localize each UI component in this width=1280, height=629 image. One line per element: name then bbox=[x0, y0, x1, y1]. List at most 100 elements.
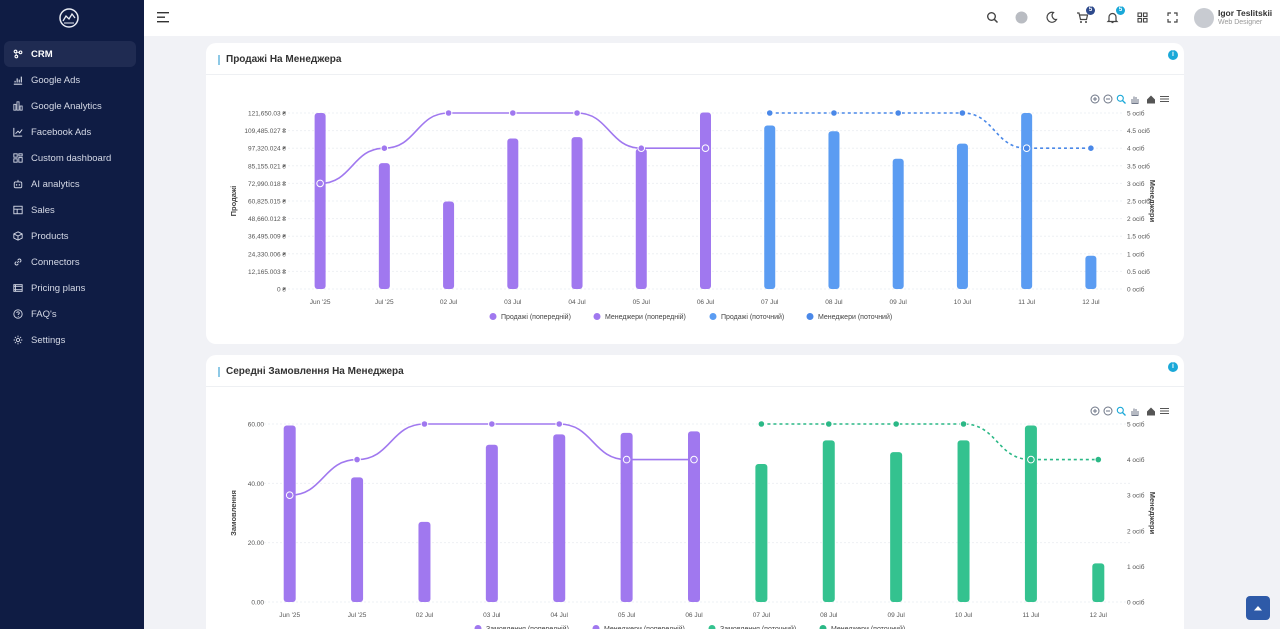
legend-item[interactable]: Замовлення (поточний) bbox=[708, 625, 797, 629]
line-point[interactable] bbox=[420, 420, 429, 428]
sidebar-item-sales[interactable]: Sales bbox=[4, 197, 136, 223]
pan-hand-icon[interactable] bbox=[1129, 91, 1139, 104]
selection-zoom-icon[interactable] bbox=[1116, 91, 1126, 104]
bar[interactable] bbox=[351, 477, 364, 602]
info-icon[interactable]: i bbox=[1168, 50, 1178, 60]
bar[interactable] bbox=[443, 201, 455, 289]
legend-item[interactable]: Менеджери (попередній) bbox=[592, 625, 685, 629]
sidebar-item-facebook-ads[interactable]: Facebook Ads bbox=[4, 119, 136, 145]
line-point[interactable] bbox=[959, 420, 968, 428]
bar[interactable] bbox=[890, 452, 903, 602]
bar[interactable] bbox=[957, 440, 970, 602]
sidebar-item-crm[interactable]: CRM bbox=[4, 41, 136, 67]
search-icon[interactable] bbox=[986, 11, 999, 24]
line-point[interactable] bbox=[757, 420, 766, 428]
bar[interactable] bbox=[553, 434, 566, 602]
line-point[interactable] bbox=[380, 144, 389, 152]
fullscreen-icon[interactable] bbox=[1166, 11, 1179, 24]
line-point[interactable] bbox=[622, 455, 631, 464]
bar[interactable] bbox=[956, 143, 968, 289]
chart-menu-icon[interactable] bbox=[1159, 91, 1169, 103]
line-point[interactable] bbox=[509, 109, 517, 117]
line-point[interactable] bbox=[353, 455, 361, 464]
legend-item[interactable]: Менеджери (поточний) bbox=[819, 625, 906, 629]
bar[interactable] bbox=[822, 440, 835, 602]
user-name[interactable]: Igor Teslitskii bbox=[1218, 8, 1273, 18]
apps-grid-icon[interactable] bbox=[1136, 11, 1149, 24]
line-point[interactable] bbox=[958, 109, 967, 117]
sidebar-item-products[interactable]: Products bbox=[4, 223, 136, 249]
reset-home-icon[interactable] bbox=[1146, 403, 1156, 416]
sidebar-item-ai-analytics[interactable]: AI analytics bbox=[4, 171, 136, 197]
legend-item[interactable]: Продажі (поточний) bbox=[709, 313, 785, 321]
cart-icon[interactable]: 5 bbox=[1076, 6, 1095, 24]
bar[interactable] bbox=[828, 131, 840, 289]
line-point[interactable] bbox=[824, 420, 833, 428]
dark-mode-icon[interactable] bbox=[1045, 11, 1058, 24]
bar[interactable] bbox=[378, 163, 390, 289]
menu-toggle-icon[interactable] bbox=[157, 12, 169, 23]
zoom-out-icon[interactable] bbox=[1103, 403, 1113, 416]
legend-item[interactable]: Замовлення (попередній) bbox=[474, 625, 569, 629]
bar[interactable] bbox=[314, 113, 326, 289]
line-point[interactable] bbox=[444, 109, 453, 117]
bar[interactable] bbox=[1024, 425, 1037, 602]
line-point[interactable] bbox=[573, 109, 581, 117]
bar[interactable] bbox=[755, 464, 768, 602]
notification-bell-icon[interactable]: 5 bbox=[1106, 6, 1125, 24]
y2-tick-label: 5 осіб bbox=[1127, 110, 1145, 118]
scroll-to-top-button[interactable] bbox=[1246, 596, 1270, 620]
bar[interactable] bbox=[507, 138, 519, 289]
line-point[interactable] bbox=[488, 420, 496, 428]
bar[interactable] bbox=[485, 444, 498, 602]
line-point[interactable] bbox=[1027, 455, 1035, 464]
pan-hand-icon[interactable] bbox=[1129, 403, 1139, 416]
sidebar-item-connectors[interactable]: Connectors bbox=[4, 249, 136, 275]
bar[interactable] bbox=[688, 431, 700, 602]
sidebar-item-faq-s[interactable]: FAQ's bbox=[4, 301, 136, 327]
info-icon[interactable]: i bbox=[1168, 362, 1178, 372]
zoom-out-icon[interactable] bbox=[1103, 91, 1113, 104]
bar[interactable] bbox=[418, 521, 431, 602]
line-point[interactable] bbox=[316, 179, 324, 188]
line-point[interactable] bbox=[637, 144, 646, 152]
line-point[interactable] bbox=[1022, 144, 1031, 152]
legend-item[interactable]: Продажі (попередній) bbox=[489, 313, 571, 321]
bar[interactable] bbox=[620, 432, 633, 602]
line-point[interactable] bbox=[894, 109, 902, 117]
line-point[interactable] bbox=[765, 109, 774, 117]
sidebar-item-google-ads[interactable]: Google Ads bbox=[4, 67, 136, 93]
bar[interactable] bbox=[571, 137, 583, 289]
zoom-in-icon[interactable] bbox=[1090, 91, 1100, 104]
bar[interactable] bbox=[635, 148, 647, 289]
user-avatar[interactable] bbox=[1194, 8, 1214, 28]
sidebar-item-google-analytics[interactable]: Google Analytics bbox=[4, 93, 136, 119]
bar[interactable] bbox=[764, 125, 776, 289]
bar[interactable] bbox=[283, 425, 296, 602]
sidebar-item-settings[interactable]: Settings bbox=[4, 327, 136, 353]
selection-zoom-icon[interactable] bbox=[1116, 403, 1126, 416]
bar[interactable] bbox=[1021, 113, 1033, 289]
legend-item[interactable]: Менеджери (попередній) bbox=[593, 313, 686, 321]
line-point[interactable] bbox=[555, 420, 564, 428]
line-point[interactable] bbox=[285, 491, 294, 499]
line-point[interactable] bbox=[701, 144, 710, 152]
bar[interactable] bbox=[700, 112, 711, 289]
line-point[interactable] bbox=[1087, 144, 1095, 152]
sidebar-item-pricing-plans[interactable]: Pricing plans bbox=[4, 275, 136, 301]
language-flag-icon[interactable] bbox=[1015, 11, 1028, 24]
bar[interactable] bbox=[1092, 563, 1105, 602]
chart-menu-icon[interactable] bbox=[1159, 403, 1169, 415]
bar[interactable] bbox=[892, 158, 904, 289]
bar[interactable] bbox=[1085, 255, 1097, 289]
line-point[interactable] bbox=[1094, 455, 1103, 464]
line-point[interactable] bbox=[892, 420, 900, 428]
zoom-in-icon[interactable] bbox=[1090, 403, 1100, 416]
line-point[interactable] bbox=[830, 109, 838, 117]
reset-home-icon[interactable] bbox=[1146, 91, 1156, 104]
legend-item[interactable]: Менеджери (поточний) bbox=[806, 313, 893, 321]
y-tick-label: 12,165.003 ₴ bbox=[248, 269, 286, 276]
sidebar-item-custom-dashboard[interactable]: Custom dashboard bbox=[4, 145, 136, 171]
line-point[interactable] bbox=[690, 455, 698, 464]
app-logo[interactable] bbox=[58, 7, 80, 29]
